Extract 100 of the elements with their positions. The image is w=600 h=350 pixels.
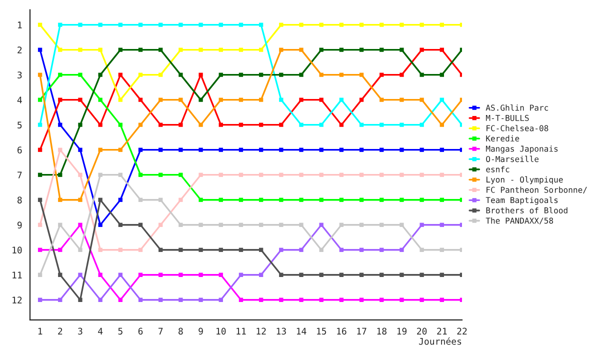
point	[158, 248, 163, 252]
y-tick-label: 8	[18, 196, 22, 204]
point	[339, 122, 344, 127]
point	[118, 272, 122, 277]
point	[420, 98, 424, 102]
point	[420, 22, 424, 27]
point	[380, 72, 384, 77]
y-tick-label: 9	[17, 222, 22, 228]
legend-label: esnfc	[486, 166, 510, 172]
point	[218, 248, 223, 252]
legend-label: AS.Ghlin Parc	[486, 104, 548, 111]
point	[339, 72, 344, 77]
point	[279, 248, 284, 252]
point	[218, 172, 223, 177]
legend-label: Lyon - Olympique	[486, 176, 563, 184]
point	[258, 22, 264, 27]
point	[158, 222, 163, 227]
point	[178, 298, 183, 302]
point	[400, 198, 404, 202]
point	[38, 22, 42, 27]
point	[440, 48, 444, 52]
point	[299, 198, 304, 202]
legend-label: Keredie	[486, 135, 520, 142]
point	[440, 72, 444, 77]
point	[359, 248, 364, 252]
point	[238, 72, 244, 77]
y-tick-label: 3	[18, 72, 22, 78]
point	[440, 122, 444, 127]
point	[198, 298, 203, 302]
point	[258, 48, 264, 52]
point	[339, 198, 344, 202]
x-tick-label: 8	[178, 328, 183, 335]
point	[178, 222, 183, 227]
point	[158, 98, 163, 102]
point	[279, 122, 284, 127]
point	[38, 98, 42, 102]
y-tick-label: 12	[12, 296, 22, 304]
point	[319, 98, 324, 102]
x-tick-label: 22	[457, 328, 467, 334]
point	[319, 122, 324, 127]
point	[420, 248, 424, 252]
point	[218, 148, 223, 152]
point	[218, 22, 223, 27]
point	[158, 72, 163, 77]
point	[440, 248, 444, 252]
point	[118, 148, 122, 152]
point	[319, 198, 324, 202]
point	[359, 72, 364, 77]
point	[279, 48, 284, 52]
point	[238, 198, 244, 202]
point	[198, 222, 203, 227]
point	[138, 298, 143, 302]
y-tick-label: 10	[12, 246, 22, 254]
point	[339, 98, 344, 102]
point	[258, 72, 264, 77]
point	[380, 148, 384, 152]
point	[178, 98, 183, 102]
point	[380, 248, 384, 252]
point	[58, 72, 62, 77]
point	[440, 298, 444, 302]
point	[38, 298, 42, 302]
point	[58, 48, 62, 52]
point	[238, 122, 244, 127]
point	[279, 198, 284, 202]
point	[178, 122, 183, 127]
point	[78, 272, 82, 277]
point	[98, 48, 102, 52]
point	[118, 198, 122, 202]
point	[279, 98, 284, 102]
point	[339, 22, 344, 27]
legend-label: The PANDAXX/58	[486, 217, 554, 224]
point	[420, 72, 424, 77]
point	[299, 98, 304, 102]
point	[198, 22, 203, 27]
point	[238, 148, 244, 152]
point	[359, 22, 364, 27]
point	[400, 248, 404, 252]
point	[198, 48, 203, 52]
point	[38, 198, 42, 202]
point	[380, 298, 384, 302]
point	[258, 98, 264, 102]
point	[218, 72, 223, 77]
x-tick-label: 6	[138, 328, 143, 335]
point	[58, 122, 62, 127]
point	[258, 148, 264, 152]
point	[78, 172, 82, 177]
point	[78, 98, 82, 102]
point	[198, 248, 203, 252]
y-tick-label: 4	[17, 96, 22, 104]
point	[299, 298, 304, 302]
legend-label: FC Pantheon Sorbonne/	[486, 186, 587, 194]
point	[158, 272, 163, 277]
point	[98, 122, 102, 127]
point	[319, 248, 324, 252]
point	[118, 298, 122, 302]
point	[78, 298, 82, 302]
point	[258, 172, 264, 177]
y-tick-label: 7	[18, 172, 22, 178]
point	[299, 272, 304, 277]
point	[198, 72, 203, 77]
